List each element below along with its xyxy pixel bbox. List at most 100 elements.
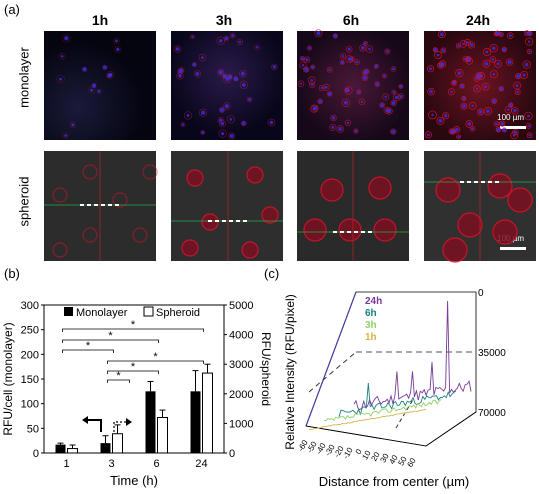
cell-membrane xyxy=(345,45,353,53)
cell-membrane xyxy=(82,66,88,72)
y-tick-label: 50 xyxy=(27,423,39,435)
cell-membrane xyxy=(464,39,471,46)
cell-nucleus xyxy=(269,120,274,125)
panel-b-letter: (b) xyxy=(4,266,20,281)
cell-membrane xyxy=(239,80,249,90)
cell-membrane xyxy=(524,111,533,121)
cell-nucleus xyxy=(461,42,465,46)
cell-nucleus xyxy=(331,125,335,129)
cell-nucleus xyxy=(528,50,531,53)
cell-membrane xyxy=(498,31,504,38)
cell-membrane xyxy=(381,73,387,79)
cell-membrane xyxy=(477,108,485,116)
legend-swatch-monolayer xyxy=(64,307,73,316)
x-tick-label: 0 xyxy=(354,447,364,456)
cell-membrane xyxy=(236,38,244,46)
cell-nucleus xyxy=(357,90,361,94)
cell-membrane xyxy=(322,83,330,91)
cell-nucleus xyxy=(496,127,501,132)
cell-nucleus xyxy=(327,91,332,96)
significance-star: * xyxy=(86,340,91,352)
cell-nucleus xyxy=(333,33,338,38)
cell-nucleus xyxy=(513,130,518,134)
y-tick-label: 300 xyxy=(21,300,39,312)
cell-membrane xyxy=(507,32,514,39)
cell-nucleus xyxy=(527,40,531,43)
cell-nucleus xyxy=(476,73,481,78)
spheroid xyxy=(246,166,264,184)
significance-bracket xyxy=(62,349,114,353)
cell-nucleus xyxy=(506,108,510,111)
cell-membrane xyxy=(267,118,276,127)
cell-membrane xyxy=(469,126,476,132)
cell-membrane xyxy=(96,88,102,94)
cell-nucleus xyxy=(461,104,466,109)
spheroid xyxy=(82,227,98,243)
cell-membrane xyxy=(246,96,253,103)
cell-nucleus xyxy=(312,106,318,111)
cell-membrane xyxy=(317,98,323,105)
cell-nucleus xyxy=(272,65,277,69)
cell-membrane xyxy=(229,32,236,39)
cell-membrane xyxy=(424,131,432,139)
cell-nucleus xyxy=(502,127,507,132)
y-tick-label: 100 xyxy=(21,399,39,411)
cell-nucleus xyxy=(496,62,500,66)
cell-membrane xyxy=(398,84,404,89)
cell-nucleus xyxy=(528,134,531,137)
cell-membrane xyxy=(183,111,193,120)
legend-label: 1h xyxy=(365,332,377,343)
cell-membrane xyxy=(218,129,227,138)
legend-label: 24h xyxy=(365,296,382,307)
significance-bracket xyxy=(107,370,159,374)
cell-nucleus xyxy=(462,96,466,101)
cell-membrane xyxy=(359,44,367,52)
spheroid xyxy=(435,177,461,203)
profile-line xyxy=(338,382,457,418)
cell-membrane xyxy=(314,29,323,38)
cell-nucleus xyxy=(328,68,332,72)
cell-membrane xyxy=(336,125,345,133)
cell-membrane xyxy=(62,132,69,139)
cell-membrane xyxy=(374,81,380,87)
legend-swatch-spheroid xyxy=(143,306,154,317)
cell-nucleus xyxy=(450,129,454,133)
cell-nucleus xyxy=(500,121,505,126)
cell-membrane xyxy=(459,83,465,89)
cell-nucleus xyxy=(108,72,113,77)
cell-nucleus xyxy=(429,89,433,94)
cell-membrane xyxy=(494,30,501,37)
cell-nucleus xyxy=(502,47,507,52)
cell-nucleus xyxy=(248,97,252,102)
cell-nucleus xyxy=(219,39,223,43)
cell-nucleus xyxy=(347,57,351,61)
cell-nucleus xyxy=(224,103,229,109)
spheroid xyxy=(181,239,199,257)
cell-nucleus xyxy=(394,95,399,100)
spheroid xyxy=(261,206,279,224)
spheroid xyxy=(132,227,148,243)
panel-a-letter: (a) xyxy=(4,2,20,17)
cell-membrane xyxy=(190,34,196,40)
cell-nucleus xyxy=(516,74,521,79)
cell-membrane xyxy=(527,30,533,37)
cell-membrane xyxy=(299,61,307,69)
cell-nucleus xyxy=(219,107,225,112)
cell-membrane xyxy=(379,102,385,108)
cell-nucleus xyxy=(307,46,312,50)
y-right-tick-label: 3000 xyxy=(229,359,253,371)
cell-membrane xyxy=(297,80,305,87)
spheroid xyxy=(492,219,518,245)
significance-bracket xyxy=(107,360,204,364)
cell-nucleus xyxy=(238,40,242,44)
significance-star: * xyxy=(131,319,136,331)
cell-membrane xyxy=(311,104,319,112)
legend-label: 3h xyxy=(365,320,377,331)
profile-chart-3d: 03500070000-60-50-40-30-20-1001020304050… xyxy=(283,288,506,489)
x-axis-label: Distance from center (µm) xyxy=(319,474,470,489)
cell-nucleus xyxy=(399,94,403,98)
cell-membrane xyxy=(332,33,338,39)
cell-nucleus xyxy=(457,44,460,48)
cell-nucleus xyxy=(507,59,512,65)
cell-nucleus xyxy=(97,89,101,93)
